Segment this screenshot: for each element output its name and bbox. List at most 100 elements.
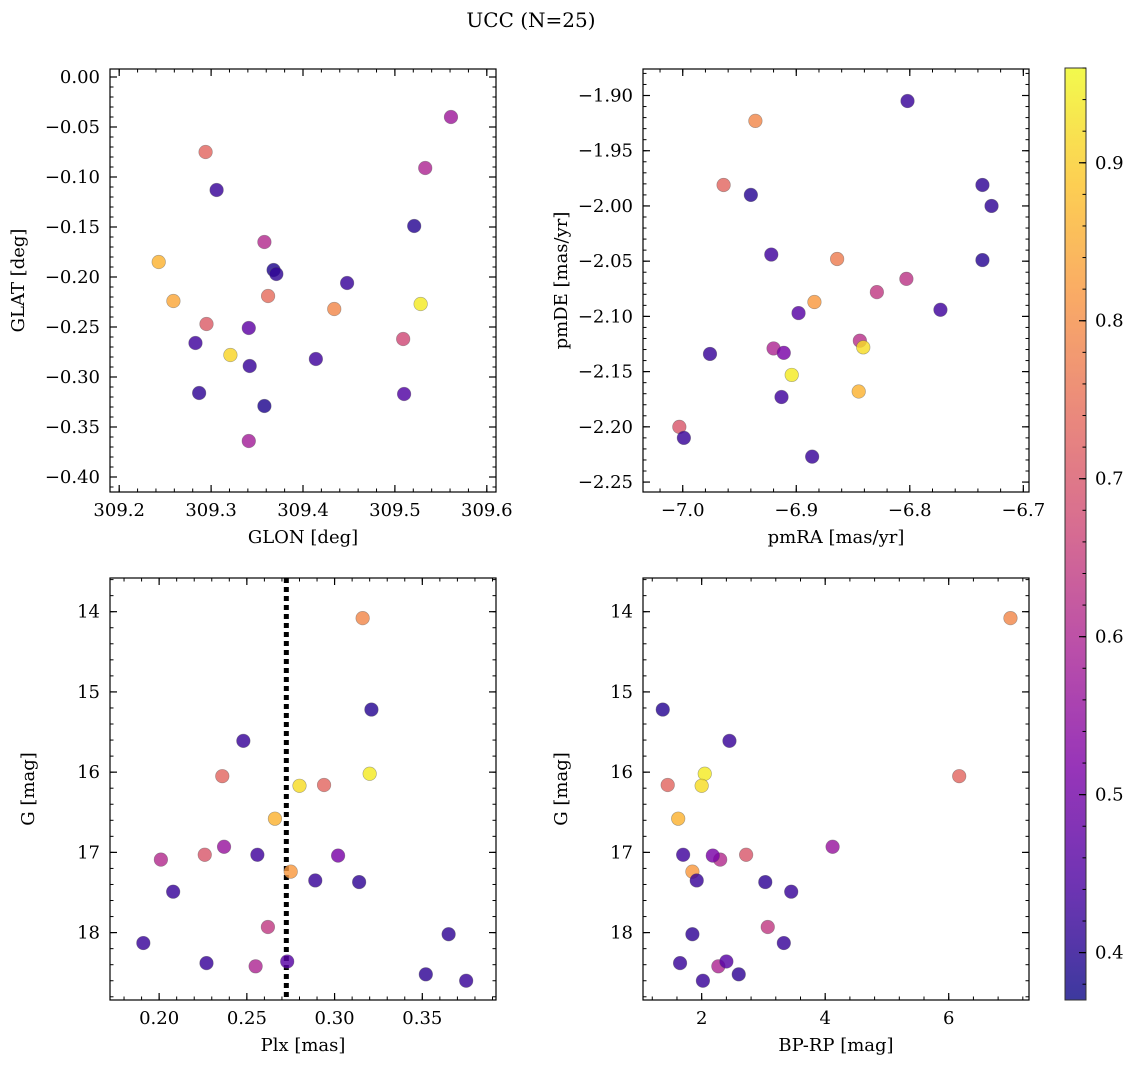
data-point: [671, 811, 686, 826]
data-point: [364, 702, 379, 717]
data-point: [396, 331, 411, 347]
data-point: [722, 733, 737, 748]
panel-glon-glat: 309.2 309.3 309.4 309.5 309.6 0.00 −0.05 −0.10 −…: [8, 67, 513, 548]
x-tick-label: −7.0: [661, 500, 705, 521]
axes-frame: [642, 68, 1030, 493]
panel-plx-g: 0.20 0.25 0.30 0.35 14 15 16 17 18 Plx [mas] G [ma…: [18, 577, 497, 1056]
data-point: [236, 733, 251, 748]
data-point: [362, 766, 377, 781]
y-tick-label: −2.15: [578, 362, 633, 383]
data-point: [984, 198, 999, 214]
data-point: [851, 384, 866, 399]
data-point: [223, 347, 238, 363]
y-tick-label: −0.15: [45, 217, 100, 238]
data-point: [805, 449, 820, 464]
x-tick-label: −6.7: [1001, 500, 1045, 521]
data-point: [192, 385, 207, 401]
x-axis-label: pmRA [mas/yr]: [768, 527, 905, 548]
data-point: [396, 386, 412, 402]
data-point: [242, 358, 257, 374]
x-tick-label: 0.30: [315, 1008, 355, 1029]
data-point: [719, 954, 734, 969]
data-point: [660, 777, 675, 793]
y-tick-label: −0.40: [45, 467, 100, 488]
y-tick-label: −2.25: [578, 472, 633, 493]
data-point: [739, 847, 754, 862]
y-tick-label: −1.95: [578, 141, 633, 162]
data-point: [355, 611, 370, 626]
data-point: [418, 160, 433, 176]
data-point: [705, 848, 720, 863]
x-tick-label: 309.5: [369, 500, 421, 521]
y-tick-label: −2.10: [578, 306, 633, 327]
x-tick-label: 4: [819, 1008, 830, 1029]
data-point: [215, 769, 230, 784]
data-point: [830, 251, 845, 267]
x-tick-label: 0.35: [402, 1008, 442, 1029]
data-point: [308, 351, 323, 367]
data-point: [1003, 611, 1018, 626]
y-axis-label: GLAT [deg]: [8, 229, 29, 333]
data-point: [316, 777, 332, 793]
y-tick-label: −0.30: [45, 367, 100, 388]
y-tick-label: 15: [77, 682, 100, 703]
data-point: [330, 848, 346, 863]
y-tick-label: −0.20: [45, 267, 100, 288]
y-tick-label: 16: [610, 762, 633, 783]
data-point: [413, 296, 428, 312]
y-tick-label: −2.00: [578, 196, 633, 217]
data-point: [267, 811, 283, 826]
data-point: [248, 959, 263, 974]
figure-title: UCC (N=25): [466, 8, 595, 32]
data-point: [283, 864, 298, 879]
data-point: [685, 927, 700, 942]
data-point: [758, 874, 773, 890]
x-tick-label: 6: [943, 1008, 954, 1029]
x-tick-label: 309.4: [277, 500, 329, 521]
data-point: [153, 852, 168, 867]
data-point: [136, 935, 151, 951]
data-point: [280, 954, 295, 969]
data-point: [774, 389, 789, 405]
data-point: [743, 187, 758, 203]
y-tick-label: −2.20: [578, 417, 633, 438]
data-point: [716, 177, 731, 193]
data-point: [784, 367, 799, 383]
y-tick-label: −0.05: [45, 117, 100, 138]
data-point: [697, 766, 712, 781]
data-point: [407, 218, 422, 234]
x-tick-label: 0.25: [227, 1008, 267, 1029]
data-point: [197, 847, 212, 862]
y-tick-label: 15: [610, 682, 633, 703]
y-tick-label: 18: [77, 923, 100, 944]
data-point: [209, 182, 224, 198]
data-point: [340, 275, 355, 291]
y-tick-label: 17: [77, 842, 100, 863]
data-point: [260, 288, 276, 304]
y-tick-label: −2.05: [578, 251, 633, 272]
data-point: [655, 702, 670, 717]
x-tick-label: −6.8: [888, 500, 932, 521]
axes-frame: [109, 68, 497, 493]
data-point: [825, 839, 840, 854]
colorbar-tick-label: 0.9: [1095, 153, 1124, 174]
data-point: [791, 305, 806, 321]
data-point: [764, 247, 779, 262]
data-point: [188, 335, 203, 351]
data-point: [975, 252, 990, 268]
data-point: [676, 430, 691, 445]
data-point: [441, 927, 456, 942]
data-point: [676, 847, 691, 862]
data-point: [760, 919, 775, 935]
axes-frame: [109, 577, 497, 1001]
data-point: [695, 973, 711, 988]
data-point: [776, 345, 791, 360]
data-point: [869, 284, 884, 300]
data-point: [443, 109, 459, 125]
data-point: [900, 93, 915, 109]
y-tick-label: −1.90: [578, 86, 633, 107]
colorbar-tick-label: 0.5: [1095, 785, 1124, 806]
data-point: [784, 884, 799, 899]
y-tick-label: 17: [610, 842, 633, 863]
data-point: [199, 955, 214, 971]
